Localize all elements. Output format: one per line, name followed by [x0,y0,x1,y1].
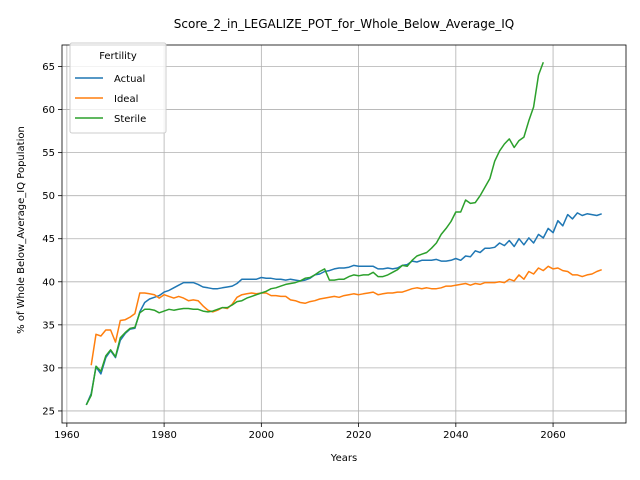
legend-title: Fertility [99,51,137,62]
x-tick-label: 1980 [151,430,176,441]
y-tick-label: 25 [42,406,55,417]
y-tick-label: 50 [42,191,55,202]
y-tick-label: 55 [42,148,55,159]
grid [62,45,626,423]
legend-label-ideal: Ideal [114,94,138,105]
y-axis-title: % of Whole Below_Average_IQ Population [16,126,27,334]
legend-box [69,42,167,134]
legend-label-sterile: Sterile [114,114,146,125]
x-tick-label: 1960 [54,430,79,441]
chart-title: Score_2_in_LEGALIZE_POT_for_Whole_Below_… [174,17,514,31]
series-line-actual [85,212,602,406]
legend-entries: Actual Ideal Sterile [75,74,146,125]
x-tick-label: 2060 [540,430,565,441]
legend: Fertility Actual Ideal Sterile [69,42,167,134]
y-tick-label: 60 [42,105,55,116]
y-tick-label: 35 [42,320,55,331]
x-tick-label: 2040 [443,430,468,441]
y-tick-label: 65 [42,62,55,73]
x-tick-label: 2020 [346,430,371,441]
series-layer [85,61,602,406]
y-tick-label: 30 [42,363,55,374]
legend-label-actual: Actual [114,74,145,85]
series-line-ideal [90,265,602,366]
y-tick-label: 40 [42,277,55,288]
x-tick-label: 2000 [249,430,274,441]
x-axis-title: Years [330,453,357,464]
x-axis: 1960 1980 2000 2020 2040 2060 [54,423,566,441]
series-line-sterile [85,61,545,406]
y-tick-label: 45 [42,234,55,245]
plot-frame [61,44,627,424]
y-axis: 25 30 35 40 45 50 55 60 65 [42,62,62,417]
